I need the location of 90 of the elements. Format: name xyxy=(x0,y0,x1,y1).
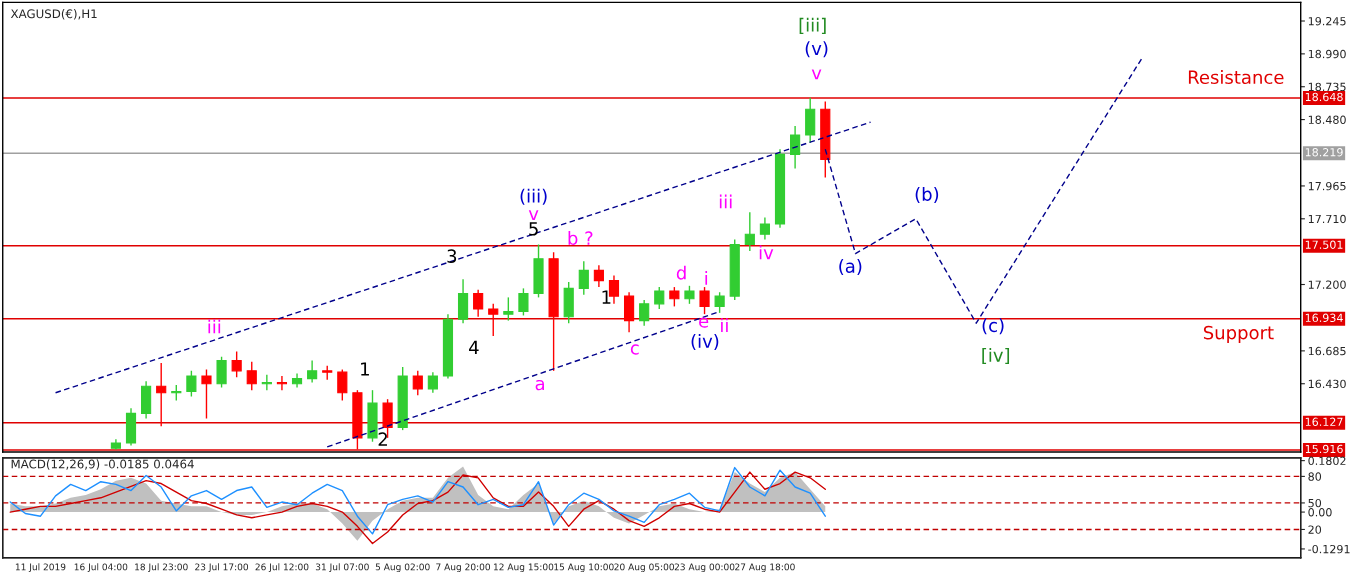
candlestick xyxy=(714,291,725,314)
y-tick-label: 17.965 xyxy=(1308,181,1346,191)
y2-tick-label: 50 xyxy=(1308,498,1322,508)
y-tick-label: 0.1802 xyxy=(1308,456,1346,466)
y-tick-label: 17.200 xyxy=(1308,280,1346,289)
x-tick-label: 15 Aug 10:00 xyxy=(554,563,614,573)
candlestick xyxy=(593,264,604,288)
annotation: a xyxy=(535,379,544,391)
chart-title: MACD(12,26,9) -0.0185 0.0464 xyxy=(11,459,194,470)
candlestick xyxy=(518,287,529,317)
ref-line-label: 17.501 xyxy=(1305,240,1343,249)
y-tick-label: 18.990 xyxy=(1308,49,1346,59)
candlestick xyxy=(669,286,680,308)
candlestick xyxy=(427,371,438,394)
y-tick-label: 0.00 xyxy=(1308,508,1332,517)
x-tick-label: 23 Aug 00:00 xyxy=(674,563,735,573)
x-tick-label: 7 Aug 20:00 xyxy=(436,563,491,573)
candlestick xyxy=(216,355,227,389)
candlestick xyxy=(291,372,303,389)
annotation: 5 xyxy=(529,222,538,236)
annotation: [iii] xyxy=(799,17,826,34)
candlestick xyxy=(307,359,318,384)
ref-line-label: 15.916 xyxy=(1305,444,1343,454)
annotation: iii xyxy=(208,319,221,334)
x-tick-label: 11 Jul 2019 xyxy=(15,563,66,572)
annotation: Resistance xyxy=(1188,70,1284,85)
candlestick xyxy=(503,296,514,322)
x-tick-label: 31 Jul 07:00 xyxy=(315,563,369,572)
candlestick xyxy=(186,370,197,398)
y-tick-label: 16.685 xyxy=(1308,346,1346,356)
x-tick-label: 16 Jul 04:00 xyxy=(74,563,128,572)
annotation: (iii) xyxy=(520,188,547,205)
y-tick-label: 19.245 xyxy=(1308,16,1346,26)
annotation: iv xyxy=(759,245,774,260)
text: XAGUSD(€),H1 xyxy=(10,9,97,20)
x-tick-label: 26 Jul 12:00 xyxy=(255,563,309,572)
candlestick xyxy=(156,362,167,427)
candlestick xyxy=(201,368,212,420)
candlestick xyxy=(684,285,695,305)
candlestick xyxy=(639,299,650,327)
y-tick-label: -0.1291 xyxy=(1308,544,1350,554)
x-tick-label: 18 Jul 23:00 xyxy=(135,563,188,572)
candlestick xyxy=(412,370,423,397)
annotation: c xyxy=(630,344,639,355)
candlestick xyxy=(759,216,770,241)
candlestick xyxy=(699,286,710,315)
annotation: 2 xyxy=(378,432,387,446)
x-tick-label: 20 Aug 05:00 xyxy=(614,563,675,573)
annotation: (b) xyxy=(915,186,939,204)
annotation: (a) xyxy=(839,258,862,276)
candlestick xyxy=(337,368,348,402)
annotation: (v) xyxy=(805,41,828,58)
annotation: 3 xyxy=(447,249,457,263)
ref-line-label: 16.127 xyxy=(1305,417,1343,426)
y-tick-label: 18.480 xyxy=(1308,115,1346,124)
candlestick xyxy=(488,303,499,337)
annotation: 1 xyxy=(361,362,369,376)
annotation: Support xyxy=(1203,325,1274,343)
annotation: d xyxy=(676,265,686,280)
y-tick-label: 16.430 xyxy=(1308,379,1346,389)
ref-line-label: 18.219 xyxy=(1305,148,1343,157)
y2-tick-label: 80 xyxy=(1308,472,1322,481)
annotation: v xyxy=(528,210,539,221)
candlestick xyxy=(473,288,484,318)
ref-line-label: 16.934 xyxy=(1305,313,1343,323)
annotation: iii xyxy=(719,194,732,209)
candlestick xyxy=(231,350,242,378)
annotation: v xyxy=(811,69,822,80)
y2-tick-label: 20 xyxy=(1308,525,1322,534)
annotation: i xyxy=(705,271,708,285)
annotation: [iv] xyxy=(982,347,1010,365)
x-tick-label: 27 Aug 18:00 xyxy=(735,563,795,573)
annotation: b ? xyxy=(568,231,593,245)
y-tick-label: 17.710 xyxy=(1308,214,1346,224)
ref-line-label: 18.648 xyxy=(1305,92,1343,102)
candlestick xyxy=(578,260,589,296)
x-tick-label: 5 Aug 02:00 xyxy=(375,563,430,573)
candlestick xyxy=(790,125,801,170)
x-tick-label: 12 Aug 15:00 xyxy=(493,563,554,573)
annotation: (iv) xyxy=(691,334,719,351)
x-tick-label: 23 Jul 17:00 xyxy=(195,563,249,572)
annotation: 4 xyxy=(469,340,479,355)
candlestick xyxy=(246,361,257,391)
annotation: 1 xyxy=(602,290,611,304)
annotation: ii xyxy=(721,318,728,332)
y-tick-label: 18.735 xyxy=(1308,82,1346,92)
annotation: (c) xyxy=(982,318,1004,335)
candlestick xyxy=(654,286,665,310)
annotation: e xyxy=(699,317,709,328)
candlestick xyxy=(744,211,755,252)
